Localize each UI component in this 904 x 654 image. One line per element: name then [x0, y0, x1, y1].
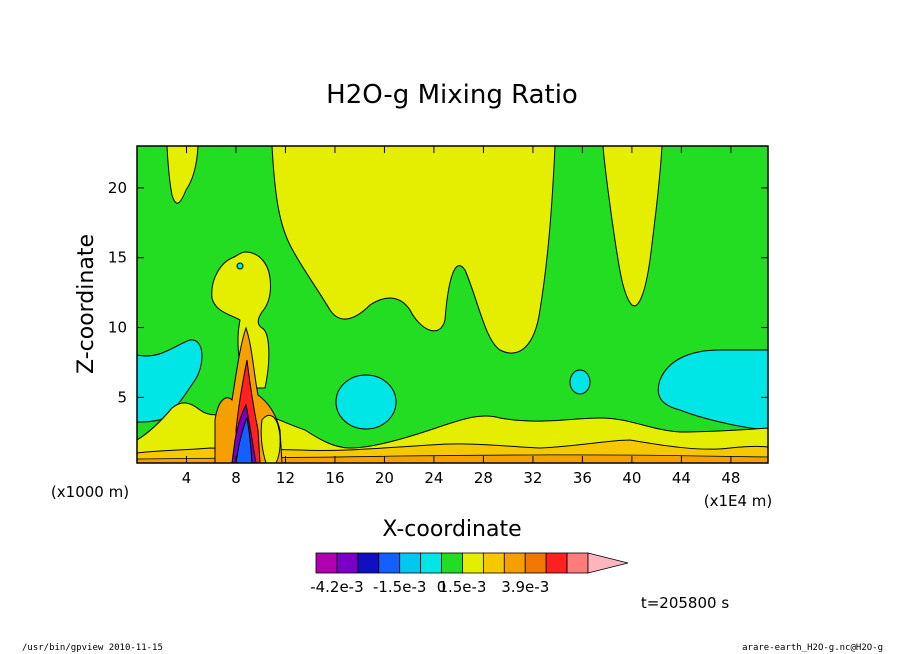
colorbar-segment-4: [399, 552, 422, 574]
y-tick-label-1: 10: [108, 319, 127, 337]
x-tick-label-3: 16: [325, 469, 344, 487]
x-tick-label-6: 28: [474, 469, 493, 487]
y-axis-label: Z-coordinate: [74, 234, 99, 374]
x-tick-label-9: 40: [622, 469, 641, 487]
field-region-small-cyan-dot: [236, 262, 244, 270]
colorbar: [315, 552, 629, 574]
colorbar-segment-9: [503, 552, 526, 574]
colorbar-label-3: 1.5e-3: [438, 578, 486, 596]
y-tick-label-3: 20: [108, 179, 127, 197]
footer-left: /usr/bin/gpview 2010-11-15: [22, 643, 163, 653]
field-region-yellow-upper: [271, 145, 556, 354]
y-tick-label-2: 15: [108, 249, 127, 267]
colorbar-label-2: 0: [437, 578, 447, 596]
colorbar-segment-0: [315, 552, 338, 574]
x-tick-label-8: 36: [573, 469, 592, 487]
x-tick-label-11: 48: [721, 469, 740, 487]
x-tick-label-1: 8: [231, 469, 241, 487]
colorbar-segment-2: [357, 552, 380, 574]
x-axis-label: X-coordinate: [382, 517, 521, 542]
y-tick-label-0: 5: [117, 388, 127, 406]
field-region-cyan-middle: [335, 374, 397, 430]
field-region-yellow-top-left: [166, 145, 199, 204]
colorbar-segment-3: [378, 552, 401, 574]
colorbar-segment-6: [441, 552, 463, 574]
field-region-column-blue: [235, 416, 253, 464]
field-region-cyan-right: [657, 349, 769, 431]
colorbar-segment-12: [566, 552, 589, 574]
colorbar-label-0: -4.2e-3: [310, 578, 363, 596]
y-axis: 5 10 15 20: [108, 179, 768, 406]
x-axis-unit: (x1E4 m): [704, 492, 773, 510]
x-tick-label-2: 12: [276, 469, 295, 487]
colorbar-segment-1: [336, 552, 359, 574]
chart-title: H2O-g Mixing Ratio: [326, 80, 578, 110]
plot-frame: [136, 145, 769, 464]
plot-area: [136, 145, 769, 464]
colorbar-extend-arrow: [587, 552, 629, 574]
time-label: t=205800 s: [641, 594, 729, 612]
x-tick-label-7: 32: [523, 469, 542, 487]
colorbar-label-1: -1.5e-3: [373, 578, 426, 596]
colorbar-label-4: 3.9e-3: [501, 578, 549, 596]
colorbar-segment-8: [482, 552, 505, 574]
x-tick-label-10: 44: [672, 469, 691, 487]
x-tick-label-4: 20: [375, 469, 394, 487]
x-axis: 4 8 12 16 20 24 28 32 36 40 44 48: [182, 146, 740, 487]
colorbar-labels: -4.2e-3 -1.5e-3 01.5e-3 3.9e-3: [310, 578, 549, 596]
field-region-column-yellow-lobe: [260, 414, 281, 464]
colorbar-segment-5: [420, 552, 442, 574]
field-region-cyan-small: [569, 369, 591, 395]
field-region-cyan-left: [136, 339, 203, 423]
colorbar-segment-7: [462, 552, 484, 574]
field-region-yellow-right: [602, 145, 663, 307]
x-tick-label-0: 4: [182, 469, 192, 487]
y-axis-unit: (x1000 m): [51, 483, 129, 501]
footer-right: arare-earth_H2O-g.nc@H2O-g: [742, 643, 883, 653]
x-tick-label-5: 24: [424, 469, 443, 487]
colorbar-segment-10: [524, 552, 547, 574]
colorbar-segment-11: [545, 552, 568, 574]
